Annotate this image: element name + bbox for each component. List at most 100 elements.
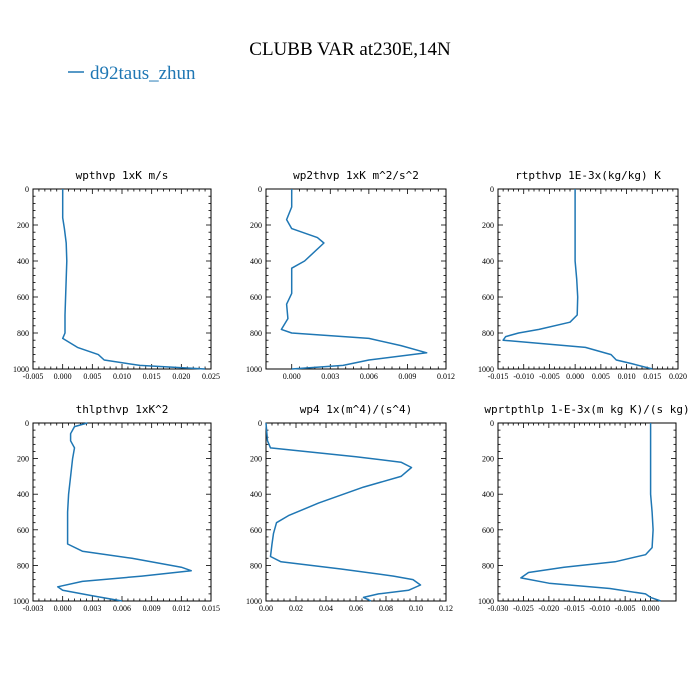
y-tick-label: 400 <box>17 257 29 266</box>
x-tick-label: 0.015 <box>643 372 661 381</box>
y-tick-label: 800 <box>250 329 262 338</box>
y-tick-label: 400 <box>482 257 494 266</box>
x-tick-label: 0.003 <box>83 604 101 613</box>
x-tick-label: -0.025 <box>513 604 534 613</box>
panel-2: wp2thvp 1xK m^2/s^2 0.000 0.003 0.006 0.009 0… <box>246 169 455 381</box>
panels: wpthvp 1xK m/s-0.005 0.000 0.005 0.010 0.015… <box>13 169 690 613</box>
y-tick-label: 200 <box>250 455 262 464</box>
y-tick-label: 0 <box>258 185 262 194</box>
y-tick-label: 400 <box>17 490 29 499</box>
y-tick-label: 200 <box>250 221 262 230</box>
y-tick-label: 1000 <box>478 597 494 606</box>
x-tick-label: -0.005 <box>615 604 636 613</box>
y-tick-label: 800 <box>482 561 494 570</box>
y-tick-label: 400 <box>482 490 494 499</box>
x-tick-label: 0.000 <box>566 372 584 381</box>
y-tick-label: 400 <box>250 257 262 266</box>
panel-title: wp4 1x(m^4)/(s^4) <box>300 403 413 416</box>
y-tick-label: 400 <box>250 490 262 499</box>
y-tick-label: 200 <box>17 221 29 230</box>
y-tick-label: 200 <box>482 455 494 464</box>
y-tick-label: 1000 <box>13 597 29 606</box>
y-tick-label: 1000 <box>478 365 494 374</box>
panel-1: wpthvp 1xK m/s -0.005 0.000 0.005 0.010 0.015… <box>13 169 220 381</box>
y-tick-label: 800 <box>250 561 262 570</box>
x-tick-label: 0.000 <box>54 604 72 613</box>
y-tick-label: 0 <box>258 419 262 428</box>
x-tick-label: 0.10 <box>409 604 423 613</box>
y-tick-label: 600 <box>250 293 262 302</box>
x-tick-label: 0.000 <box>642 604 660 613</box>
panel-title: wpthvp 1xK m/s <box>76 169 169 182</box>
y-tick-label: 600 <box>17 293 29 302</box>
x-tick-label: 0.06 <box>349 604 363 613</box>
panel-title: thlpthvp 1xK^2 <box>76 403 169 416</box>
y-tick-label: 600 <box>250 526 262 535</box>
plot-frame <box>32 422 212 602</box>
x-tick-label: 0.00 <box>259 604 273 613</box>
y-tick-label: 600 <box>482 526 494 535</box>
x-tick-label: 0.010 <box>113 372 131 381</box>
x-tick-label: 0.02 <box>289 604 303 613</box>
series-line <box>502 189 653 370</box>
x-tick-label: 0.006 <box>360 372 378 381</box>
x-tick-label: 0.009 <box>398 372 416 381</box>
y-tick-label: 1000 <box>13 365 29 374</box>
y-tick-label: 600 <box>482 293 494 302</box>
panel-title: wprtpthlp 1-E-3x(m kg K)/(s kg) <box>484 403 689 416</box>
x-tick-label: -0.005 <box>23 372 44 381</box>
series-line <box>56 422 192 602</box>
x-tick-label: 0.012 <box>437 372 455 381</box>
series-line <box>61 189 206 370</box>
x-tick-label: 0.005 <box>592 372 610 381</box>
y-tick-label: 0 <box>490 185 494 194</box>
x-tick-label: 0.003 <box>321 372 339 381</box>
x-tick-label: 0.009 <box>143 604 161 613</box>
x-tick-label: 0.006 <box>113 604 131 613</box>
plot-frame <box>497 422 677 602</box>
x-tick-label: 0.08 <box>379 604 393 613</box>
x-tick-label: -0.005 <box>539 372 560 381</box>
x-tick-label: -0.030 <box>488 604 509 613</box>
plot-frame <box>497 188 679 370</box>
panel-3: rtpthvp 1E-3x(kg/kg) K -0.015 -0.010 -0.005… <box>478 169 687 381</box>
plot-frame <box>32 188 212 370</box>
x-tick-label: 0.000 <box>283 372 301 381</box>
series-line <box>280 189 428 370</box>
figure-title: CLUBB VAR at230E,14N <box>249 39 451 60</box>
x-tick-label: -0.015 <box>488 372 509 381</box>
y-tick-label: 800 <box>482 329 494 338</box>
legend-label: d92taus_zhun <box>90 63 196 84</box>
series-line <box>265 422 422 602</box>
x-tick-label: -0.003 <box>23 604 44 613</box>
y-tick-label: 0 <box>25 185 29 194</box>
y-tick-label: 200 <box>482 221 494 230</box>
x-tick-label: 0.012 <box>172 604 190 613</box>
x-tick-label: 0.015 <box>143 372 161 381</box>
y-tick-label: 800 <box>17 561 29 570</box>
y-tick-label: 0 <box>25 419 29 428</box>
y-tick-label: 1000 <box>246 597 262 606</box>
x-tick-label: -0.015 <box>564 604 585 613</box>
y-tick-label: 600 <box>17 526 29 535</box>
panel-title: wp2thvp 1xK m^2/s^2 <box>293 169 419 182</box>
plot-frame <box>265 188 447 370</box>
panel-5: wp4 1x(m^4)/(s^4) 0.00 0.02 0.04 0.06 0.08 0.1… <box>246 403 453 613</box>
y-tick-label: 200 <box>17 455 29 464</box>
panel-title: rtpthvp 1E-3x(kg/kg) K <box>515 169 661 182</box>
y-tick-label: 800 <box>17 329 29 338</box>
x-tick-label: 0.020 <box>172 372 190 381</box>
x-tick-label: 0.015 <box>202 604 220 613</box>
panel-4: thlpthvp 1xK^2 -0.003 0.000 0.003 0.006 0.009… <box>13 403 220 613</box>
x-tick-label: 0.010 <box>618 372 636 381</box>
x-tick-label: 0.005 <box>83 372 101 381</box>
x-tick-label: -0.010 <box>513 372 534 381</box>
x-tick-label: -0.010 <box>589 604 610 613</box>
x-tick-label: 0.000 <box>54 372 72 381</box>
x-tick-label: 0.020 <box>669 372 687 381</box>
panel-6: wprtpthlp 1-E-3x(m kg K)/(s kg) -0.030 -0.… <box>478 403 690 613</box>
y-tick-label: 0 <box>490 419 494 428</box>
x-tick-label: 0.12 <box>439 604 453 613</box>
x-tick-label: 0.025 <box>202 372 220 381</box>
